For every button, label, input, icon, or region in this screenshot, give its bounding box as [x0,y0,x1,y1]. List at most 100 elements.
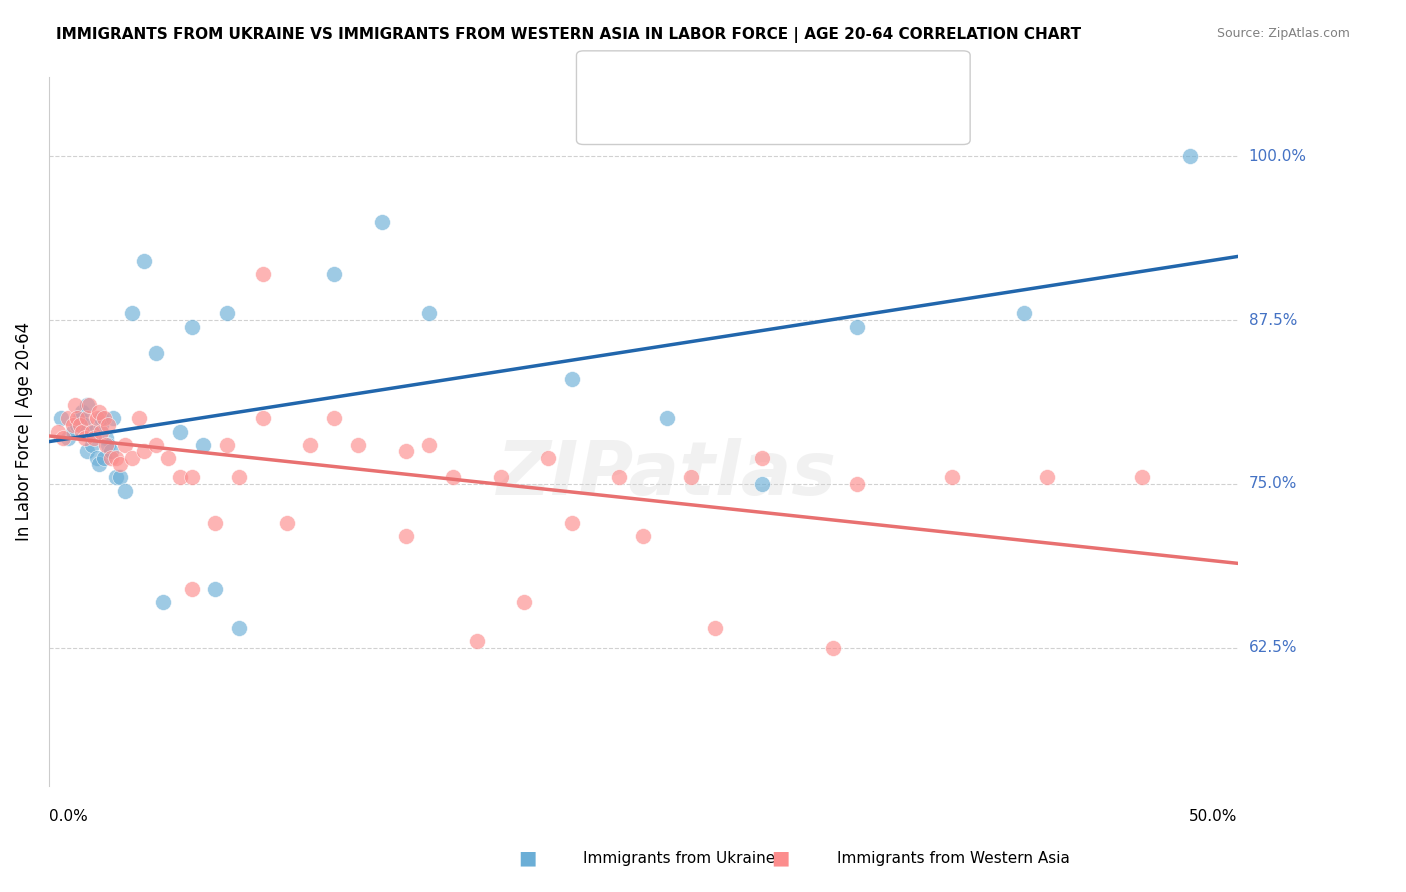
Point [69,411,91,425]
Point [751,477,773,491]
Point [299,437,322,451]
Point [87,458,110,472]
Point [217,306,239,320]
Point [128,411,150,425]
Point [465,634,488,648]
Point [489,470,512,484]
Point [323,411,346,425]
Point [823,640,845,655]
Point [101,411,124,425]
Point [323,267,346,281]
Point [609,470,631,484]
Text: ■: ■ [770,848,790,868]
Point [62,425,84,439]
Point [100,450,122,465]
Text: ZIPatlas: ZIPatlas [498,437,837,510]
Point [66,411,89,425]
Point [121,450,143,465]
Point [537,450,560,465]
Point [73,417,96,432]
Point [1178,149,1201,163]
Text: IMMIGRANTS FROM UKRAINE VS IMMIGRANTS FROM WESTERN ASIA IN LABOR FORCE | AGE 20-: IMMIGRANTS FROM UKRAINE VS IMMIGRANTS FR… [56,27,1081,43]
Point [100,444,122,458]
Point [441,470,464,484]
Point [180,470,202,484]
Point [104,450,127,465]
Point [83,431,105,445]
Point [679,470,702,484]
Point [132,444,155,458]
Point [1036,470,1059,484]
Point [132,254,155,268]
Point [90,411,112,425]
Point [561,372,583,386]
Point [394,444,416,458]
Point [62,417,84,432]
Point [846,319,869,334]
Text: Immigrants from Western Asia: Immigrants from Western Asia [837,851,1070,865]
Point [86,411,108,425]
Point [941,470,963,484]
Text: Source: ZipAtlas.com: Source: ZipAtlas.com [1216,27,1350,40]
Point [49,411,72,425]
Point [371,215,394,229]
Point [193,437,215,451]
Point [114,483,136,498]
Point [394,529,416,543]
Point [72,405,94,419]
Text: 62.5%: 62.5% [1249,640,1298,656]
Point [217,437,239,451]
Point [703,621,725,635]
Text: Immigrants from Ukraine: Immigrants from Ukraine [583,851,776,865]
Point [561,516,583,531]
Point [48,425,70,439]
Text: 75.0%: 75.0% [1249,476,1296,491]
Point [1012,306,1035,320]
Point [80,437,103,451]
Point [80,425,103,439]
Point [418,306,440,320]
Text: 0.0%: 0.0% [49,809,87,824]
Point [180,582,202,596]
Point [204,516,226,531]
Point [252,411,274,425]
Point [846,477,869,491]
Text: ■: ■ [598,104,616,124]
Point [418,437,440,451]
Point [97,437,120,451]
Point [276,516,298,531]
Point [228,470,250,484]
Point [56,431,79,445]
Point [63,398,86,412]
Point [169,470,191,484]
Point [347,437,370,451]
Point [655,411,678,425]
Point [76,411,98,425]
Text: ■: ■ [517,848,537,868]
Y-axis label: In Labor Force | Age 20-64: In Labor Force | Age 20-64 [15,322,32,541]
Point [76,444,98,458]
Point [145,346,167,360]
Point [228,621,250,635]
Point [76,398,98,412]
Point [93,450,115,465]
Point [751,450,773,465]
Point [97,417,120,432]
Point [104,470,127,484]
Point [90,417,112,432]
Point [110,470,132,484]
Point [69,417,91,432]
Point [114,437,136,451]
Point [110,458,132,472]
Point [121,306,143,320]
Text: 87.5%: 87.5% [1249,312,1296,327]
Point [169,425,191,439]
Point [79,398,101,412]
Point [86,450,108,465]
Point [180,319,202,334]
Point [87,405,110,419]
Point [156,450,179,465]
Point [94,431,117,445]
Point [1132,470,1154,484]
Point [93,411,115,425]
